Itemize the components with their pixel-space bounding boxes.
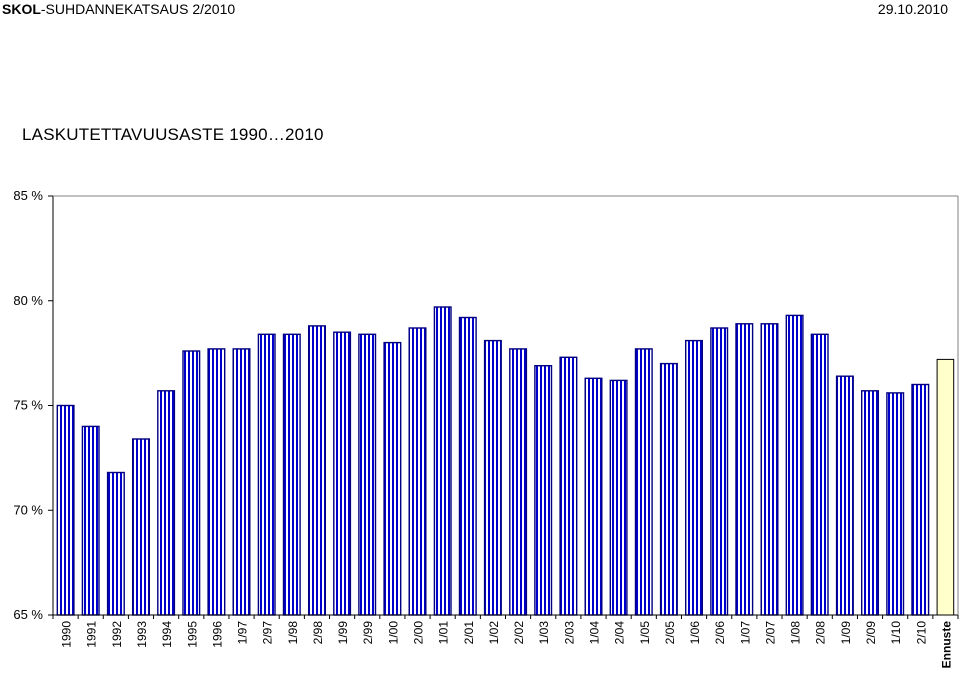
bar-1/99 [333,331,352,616]
x-tick-label: 1/05 [638,621,652,645]
y-tick-label: 80 % [13,293,43,308]
x-tick-label: 2/00 [412,621,426,645]
x-tick-label: 2/99 [361,621,375,645]
bar-1996 [207,348,226,616]
x-tick-label: Ennuste [939,621,953,669]
report-name: -SUHDANNEKATSAUS 2/2010 [40,1,236,17]
bar-1/05 [634,348,653,616]
bar-1/03 [534,365,553,616]
bar-1993 [131,438,150,616]
x-tick-label: 1/02 [487,621,501,645]
bar-2/99 [358,333,377,616]
bar-1/98 [282,333,301,616]
bar-1/06 [685,339,704,616]
x-tick-label: 1/04 [588,621,602,645]
bar-1992 [106,471,125,616]
brand-name: SKOL [2,1,41,17]
bar-1/08 [785,314,804,616]
bar-2/10 [911,383,930,616]
bar-1/07 [735,323,754,616]
x-tick-label: 1990 [60,621,74,648]
bar-1/97 [232,348,251,616]
bar-1/02 [483,339,502,616]
bar-1/01 [433,306,452,616]
x-tick-label: 2/01 [462,621,476,645]
x-tick-label: 2/10 [914,621,928,645]
x-tick-label: 1/07 [738,621,752,645]
bar-2/06 [710,327,729,616]
bar-1/00 [383,341,402,616]
bar-1995 [182,350,201,616]
bar-1/04 [584,377,603,616]
bar-1990 [56,404,75,616]
x-tick-label: 1/00 [386,621,400,645]
x-tick-label: 2/97 [261,621,275,645]
bar-2/01 [458,316,477,616]
y-tick-label: 65 % [13,607,43,622]
x-tick-label: 1/09 [839,621,853,645]
x-tick-label: 1/08 [789,621,803,645]
bar-2/02 [509,348,528,616]
bar-2/04 [609,379,628,616]
x-tick-label: 1994 [160,621,174,648]
bar-1/10 [886,392,905,616]
x-tick-label: 2/02 [512,621,526,645]
x-tick-label: 1/06 [688,621,702,645]
bar-2/08 [810,333,829,616]
x-tick-label: 1/99 [336,621,350,645]
chart-title: LASKUTETTAVUUSASTE 1990…2010 [22,125,324,144]
bar-2/98 [308,325,327,616]
x-tick-label: 2/05 [663,621,677,645]
bar-1/09 [835,375,854,616]
bar-2/05 [659,362,678,616]
x-tick-label: 1995 [185,621,199,648]
x-tick-label: 1/10 [889,621,903,645]
y-tick-label: 70 % [13,502,43,517]
bar-2/07 [760,323,779,616]
bar-1991 [81,425,100,616]
bar-forecast [936,358,955,616]
x-tick-label: 2/08 [814,621,828,645]
bar-2/97 [257,333,276,616]
x-tick-label: 1/98 [286,621,300,645]
x-tick-label: 2/07 [764,621,778,645]
x-tick-label: 1/03 [537,621,551,645]
y-tick-label: 85 % [13,188,43,203]
x-tick-label: 2/03 [562,621,576,645]
x-tick-label: 1992 [110,621,124,648]
x-tick-label: 1996 [210,621,224,648]
bar-2/00 [408,327,427,616]
x-tick-label: 2/09 [864,621,878,645]
bar-2/09 [861,390,880,616]
y-tick-label: 75 % [13,398,43,413]
report-header: SKOL-SUHDANNEKATSAUS 2/2010 [2,1,235,17]
x-tick-label: 1993 [135,621,149,648]
bar-1994 [157,390,176,616]
bar-2/03 [559,356,578,616]
x-tick-label: 2/98 [311,621,325,645]
x-tick-label: 1/01 [437,621,451,645]
report-date: 29.10.2010 [877,1,948,17]
x-tick-label: 2/04 [613,621,627,645]
x-tick-label: 1991 [85,621,99,648]
x-tick-label: 1/97 [236,621,250,645]
x-tick-label: 2/06 [713,621,727,645]
